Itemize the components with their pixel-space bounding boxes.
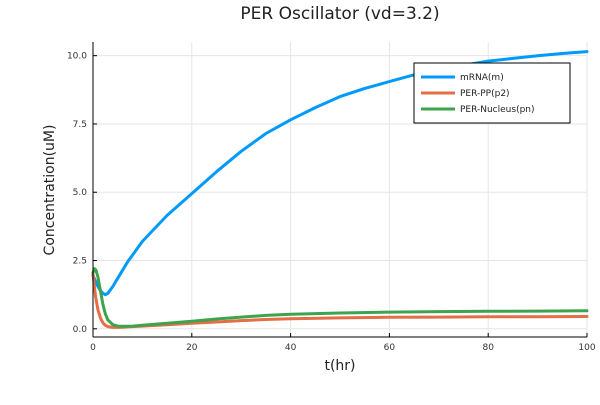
legend-box [413,62,571,124]
x-tick-label: 40 [285,343,297,353]
y-tick-label: 0.0 [73,325,88,335]
x-tick-label: 100 [578,343,595,353]
x-tick-label: 80 [482,343,494,353]
x-tick-label: 0 [90,343,96,353]
y-tick-label: 2.5 [73,257,87,267]
x-ticks: 0 20 40 60 80 100 [90,333,596,353]
x-tick-label: 60 [384,343,396,353]
y-axis-label: Concentration(uM) [42,125,58,256]
y-tick-label: 10.0 [67,52,87,62]
y-tick-label: 7.5 [73,120,87,130]
x-axis-label: t(hr) [324,358,355,374]
series-line-per-nucleus-pn [91,267,589,328]
x-tick-label: 20 [186,343,198,353]
y-tick-label: 5.0 [73,188,88,198]
chart-title: PER Oscillator (vd=3.2) [240,4,439,24]
legend: mRNA(m) PER-PP(p2) PER-Nucleus(pn) [413,62,571,124]
axes [92,42,587,338]
legend-label-mrna: mRNA(m) [460,73,504,83]
y-ticks: 0.0 2.5 5.0 7.5 10.0 [67,52,97,335]
grid [92,42,588,337]
legend-label-per-nucleus: PER-Nucleus(pn) [460,105,535,115]
legend-label-per-pp: PER-PP(p2) [460,89,510,99]
